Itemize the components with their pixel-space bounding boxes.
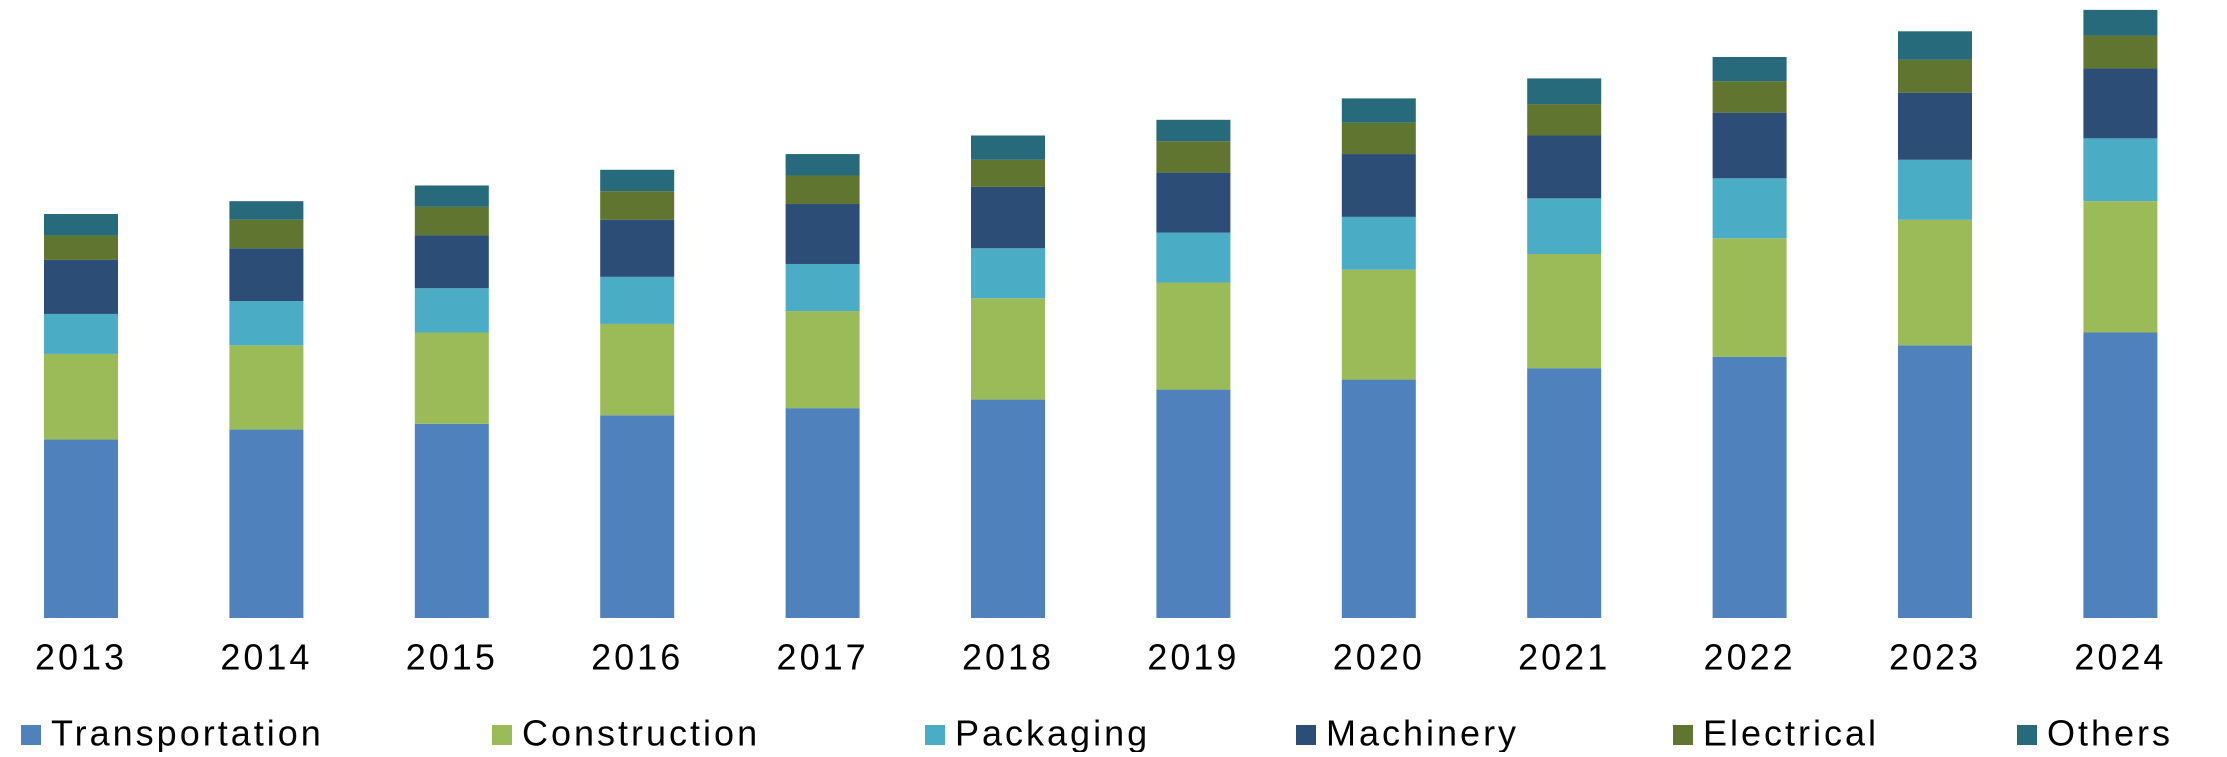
bar-segment bbox=[1341, 379, 1416, 618]
bar-segment bbox=[1898, 31, 1972, 60]
bar-segment bbox=[971, 135, 1045, 160]
bar-segment bbox=[1527, 368, 1602, 618]
bar-segment bbox=[600, 169, 675, 192]
bar-segment bbox=[1898, 345, 1972, 618]
x-tick-label: 2015 bbox=[406, 637, 498, 678]
bar-segment bbox=[1156, 141, 1231, 173]
bar-segment bbox=[971, 186, 1045, 249]
bar-segment bbox=[44, 235, 118, 260]
x-tick-label: 2017 bbox=[777, 637, 869, 678]
bar-segment bbox=[600, 219, 675, 277]
bar-segment bbox=[414, 288, 489, 333]
bar-segment bbox=[1341, 154, 1416, 217]
bar-segment bbox=[1712, 112, 1787, 179]
bar-segment bbox=[1898, 92, 1972, 160]
bar-segment bbox=[600, 191, 675, 220]
x-tick-label: 2014 bbox=[220, 637, 312, 678]
legend-swatch bbox=[2017, 725, 2037, 745]
legend-swatch bbox=[492, 725, 512, 745]
legend-swatch bbox=[1673, 725, 1693, 745]
bar-segment bbox=[785, 311, 860, 409]
bar-segment bbox=[1898, 159, 1972, 220]
bar-segment bbox=[1156, 119, 1231, 142]
x-tick-label: 2018 bbox=[962, 637, 1054, 678]
bar-segment bbox=[2083, 138, 2158, 202]
x-tick-label: 2022 bbox=[1704, 637, 1796, 678]
bar-segment bbox=[971, 399, 1045, 618]
bar-segment bbox=[44, 214, 118, 236]
bar-segment bbox=[229, 201, 304, 220]
bar-segment bbox=[414, 185, 489, 207]
bar-segment bbox=[785, 154, 860, 176]
bar-segment bbox=[414, 206, 489, 236]
bar-segment bbox=[1527, 198, 1602, 254]
bar-segment bbox=[1156, 172, 1231, 233]
bar-segment bbox=[1712, 178, 1787, 239]
bar-segment bbox=[44, 439, 118, 618]
bar-segment bbox=[1712, 56, 1787, 82]
bar-segment bbox=[971, 159, 1045, 187]
x-tick-label: 2013 bbox=[35, 637, 127, 678]
bar-segment bbox=[1712, 356, 1787, 618]
legend-swatch bbox=[1296, 725, 1316, 745]
bar-segment bbox=[1341, 216, 1416, 270]
bar-segment bbox=[1712, 81, 1787, 113]
bar-segment bbox=[2083, 9, 2158, 36]
bar-segment bbox=[2083, 68, 2158, 139]
bar-segment bbox=[414, 423, 489, 618]
legend-label: Transportation bbox=[51, 713, 324, 752]
bar-segment bbox=[1341, 122, 1416, 155]
bar-segment bbox=[44, 353, 118, 440]
bar-segment bbox=[1156, 282, 1231, 390]
legend-label: Others bbox=[2047, 713, 2173, 752]
bar-segment bbox=[414, 235, 489, 289]
bar-segment bbox=[1898, 219, 1972, 346]
bar-segment bbox=[1527, 253, 1602, 369]
bar-segment bbox=[229, 248, 304, 302]
bar-segment bbox=[971, 248, 1045, 299]
bar-segment bbox=[600, 276, 675, 324]
bar-segment bbox=[2083, 332, 2158, 618]
bar-segment bbox=[600, 415, 675, 618]
x-tick-label: 2016 bbox=[591, 637, 683, 678]
bar-segment bbox=[1898, 59, 1972, 93]
bar-segment bbox=[971, 298, 1045, 400]
bar-segment bbox=[229, 429, 304, 618]
bar-segment bbox=[1156, 389, 1231, 618]
bar-segment bbox=[44, 259, 118, 314]
legend-label: Construction bbox=[522, 713, 760, 752]
bar-segment bbox=[1527, 135, 1602, 199]
bar-segment bbox=[1527, 104, 1602, 136]
bar-segment bbox=[2083, 201, 2158, 333]
bar-segment bbox=[44, 313, 118, 354]
bar-segment bbox=[1341, 269, 1416, 380]
bar-segment bbox=[1341, 98, 1416, 123]
bar-segment bbox=[1712, 238, 1787, 357]
x-tick-label: 2019 bbox=[1147, 637, 1239, 678]
legend-label: Machinery bbox=[1326, 713, 1519, 752]
legend-label: Electrical bbox=[1703, 713, 1879, 752]
x-tick-label: 2021 bbox=[1518, 637, 1610, 678]
bar-segment bbox=[1527, 78, 1602, 105]
x-tick-label: 2023 bbox=[1889, 637, 1981, 678]
bar-segment bbox=[229, 301, 304, 346]
bar-segment bbox=[785, 408, 860, 618]
bar-segment bbox=[1156, 232, 1231, 283]
bar-segment bbox=[229, 219, 304, 249]
x-tick-label: 2024 bbox=[2074, 637, 2166, 678]
bar-segment bbox=[785, 175, 860, 205]
bar-segment bbox=[600, 323, 675, 416]
legend-swatch bbox=[21, 725, 41, 745]
legend-swatch bbox=[925, 725, 945, 745]
legend-label: Packaging bbox=[955, 713, 1150, 752]
bar-segment bbox=[229, 345, 304, 430]
bar-segment bbox=[2083, 35, 2158, 69]
x-tick-label: 2020 bbox=[1333, 637, 1425, 678]
bar-segment bbox=[785, 204, 860, 264]
bar-segment bbox=[414, 332, 489, 424]
bar-segment bbox=[785, 263, 860, 312]
